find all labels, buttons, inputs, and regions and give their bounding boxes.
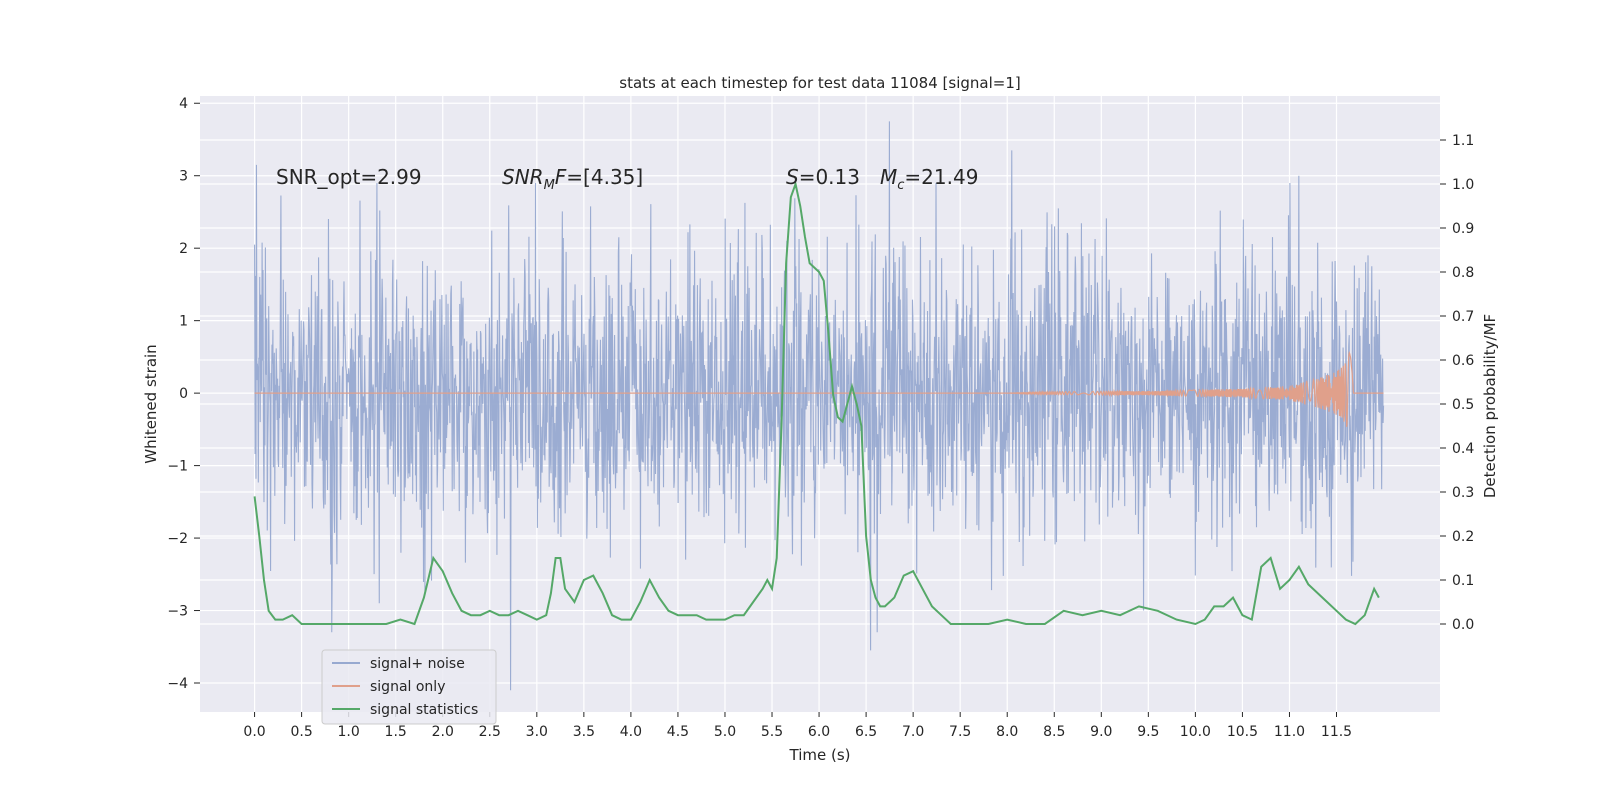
y-right-tick-label-10: 1.0	[1452, 177, 1474, 193]
chart-title: stats at each timestep for test data 110…	[619, 74, 1020, 92]
x-tick-label-22: 11.0	[1274, 724, 1305, 740]
noise-trace	[254, 121, 1385, 691]
y-right-tick-label-5: 0.5	[1452, 397, 1474, 413]
legend-label-signal-statistics: signal statistics	[370, 702, 478, 718]
x-tick-label-16: 8.0	[996, 724, 1018, 740]
x-tick-label-0: 0.0	[243, 724, 265, 740]
x-tick-label-14: 7.0	[902, 724, 924, 740]
x-tick-label-5: 2.5	[479, 724, 501, 740]
x-tick-label-4: 2.0	[432, 724, 454, 740]
annotation-mc: Mc=21.49	[880, 165, 978, 193]
y-tick-label-3: −1	[167, 459, 188, 475]
x-tick-label-19: 9.5	[1137, 724, 1159, 740]
x-tick-label-6: 3.0	[526, 724, 548, 740]
x-tick-label-15: 7.5	[949, 724, 971, 740]
y-axis-label: Whitened strain	[142, 344, 160, 463]
annotation-snr-opt: SNR_opt=2.99	[276, 165, 422, 189]
x-tick-label-20: 10.0	[1180, 724, 1211, 740]
legend: signal+ noise signal only signal statist…	[321, 649, 497, 725]
y-tick-label-7: 3	[179, 169, 188, 185]
series-signal-statistics	[253, 180, 1380, 626]
y-right-tick-label-4: 0.4	[1452, 441, 1474, 457]
x-tick-label-21: 10.5	[1227, 724, 1258, 740]
y-right-tick-label-6: 0.6	[1452, 353, 1474, 369]
y-right-axis-ticks: 0.0 0.1 0.2 0.3 0.4 0.5 0.6 0.7 0.8 0.9 1.0 1.1	[1440, 133, 1474, 633]
x-tick-label-2: 1.0	[338, 724, 360, 740]
y-tick-label-0: −4	[167, 676, 188, 692]
x-tick-label-13: 6.5	[855, 724, 877, 740]
legend-label-signal-only: signal only	[370, 679, 445, 695]
y-right-tick-label-3: 0.3	[1452, 485, 1474, 501]
y-right-tick-label-7: 0.7	[1452, 309, 1474, 325]
annotation-s: S=0.13	[786, 165, 860, 189]
x-tick-label-3: 1.5	[385, 724, 407, 740]
y-tick-label-1: −3	[167, 604, 188, 620]
x-axis-label: Time (s)	[789, 746, 851, 764]
x-tick-label-7: 3.5	[573, 724, 595, 740]
y-right-tick-label-8: 0.8	[1452, 265, 1474, 281]
y-right-tick-label-1: 0.1	[1452, 573, 1474, 589]
y-right-tick-label-9: 0.9	[1452, 221, 1474, 237]
x-tick-label-11: 5.5	[761, 724, 783, 740]
y-right-axis-label: Detection probability/MF	[1481, 314, 1499, 498]
x-tick-label-23: 11.5	[1321, 724, 1352, 740]
x-tick-label-8: 4.0	[620, 724, 642, 740]
x-axis-ticks: 0.0 0.5 1.0 1.5 2.0 2.5 3.0 3.5 4.0 4.5 5.0 5.5 6.0 6…	[243, 712, 1352, 740]
y-tick-label-6: 2	[179, 241, 188, 257]
chirp-trace	[254, 350, 1384, 427]
y-tick-label-8: 4	[179, 96, 188, 112]
x-tick-label-9: 4.5	[667, 724, 689, 740]
legend-box	[321, 649, 497, 725]
x-tick-label-10: 5.0	[714, 724, 736, 740]
y-tick-label-2: −2	[167, 531, 188, 547]
y-right-tick-label-0: 0.0	[1452, 617, 1474, 633]
y-axis-ticks: −4 −3 −2 −1 0 1 2 3 4	[167, 96, 200, 692]
x-tick-label-12: 6.0	[808, 724, 830, 740]
y-tick-label-5: 1	[179, 314, 188, 330]
y-right-tick-label-11: 1.1	[1452, 133, 1474, 149]
x-tick-label-17: 8.5	[1043, 724, 1065, 740]
y-tick-label-4: 0	[179, 386, 188, 402]
statistics-trace	[253, 180, 1380, 626]
x-tick-label-1: 0.5	[290, 724, 312, 740]
y-right-tick-label-2: 0.2	[1452, 529, 1474, 545]
x-tick-label-18: 9.0	[1090, 724, 1112, 740]
annotation-snr-mf: SNRMF=[4.35]	[502, 165, 643, 193]
series-signal-plus-noise	[254, 121, 1385, 691]
series-signal-only	[254, 350, 1384, 427]
legend-label-signal-plus-noise: signal+ noise	[370, 656, 465, 672]
